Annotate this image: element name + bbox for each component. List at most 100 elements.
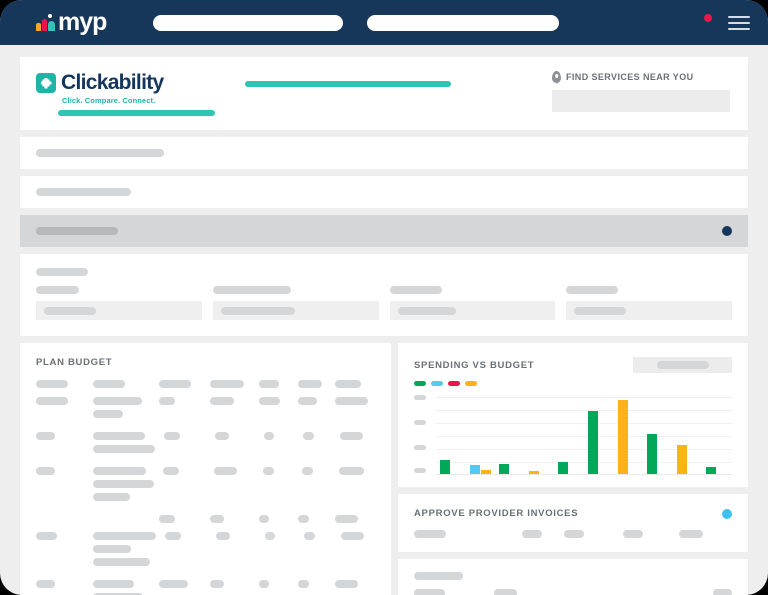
- bar-series-a: [647, 434, 658, 474]
- table-row[interactable]: [36, 532, 375, 571]
- top-navigation-bar: myp: [0, 0, 768, 45]
- chart-gridlines: [436, 395, 732, 475]
- spending-vs-budget-title: SPENDING VS BUDGET: [414, 359, 535, 371]
- chart-period-dropdown[interactable]: [633, 357, 732, 373]
- invoice-list-panel: [398, 559, 748, 595]
- table-row[interactable]: [36, 432, 375, 458]
- filter-field-3[interactable]: [389, 286, 556, 320]
- invoice-list-title: [414, 572, 463, 580]
- bar-series-b: [469, 465, 480, 474]
- myp-logo-icon: [36, 14, 55, 31]
- filter-field-4[interactable]: [566, 286, 732, 320]
- breadcrumb-strip: [20, 137, 748, 169]
- filter-value-3: [397, 306, 456, 315]
- bar-group-7[interactable]: [614, 400, 644, 474]
- brand-header-card: Clickability Click. Compare. Connect. FI…: [20, 57, 748, 130]
- plan-budget-table: [20, 368, 391, 595]
- chart-y-axis: [414, 395, 436, 475]
- brand-underline: [58, 110, 215, 116]
- page-title: [36, 188, 131, 196]
- plan-budget-title: PLAN BUDGET: [36, 357, 113, 368]
- bar-series-d: [676, 445, 687, 474]
- chart-legend: [414, 381, 732, 386]
- brand-tagline: Click. Compare. Connect.: [62, 96, 156, 105]
- table-row[interactable]: [36, 397, 375, 423]
- filter-value-2: [220, 306, 295, 315]
- status-dot: [722, 226, 732, 236]
- puzzle-piece-icon: [36, 73, 56, 93]
- y-tick-label: [414, 445, 426, 450]
- breadcrumb: [36, 149, 164, 157]
- bar-group-5[interactable]: [554, 462, 584, 474]
- filter-field-2[interactable]: [212, 286, 379, 320]
- find-services-input[interactable]: [552, 90, 730, 112]
- bar-series-a: [558, 462, 569, 474]
- bar-series-a: [706, 467, 717, 474]
- location-pin-icon: [552, 71, 561, 83]
- bar-group-8[interactable]: [643, 434, 673, 474]
- legend-swatch-series-d: [465, 381, 477, 386]
- avatar-icon[interactable]: [696, 14, 712, 30]
- approve-invoices-columns: [398, 519, 748, 552]
- nav-search-field-primary[interactable]: [153, 14, 344, 31]
- table-row[interactable]: [36, 580, 375, 595]
- bar-group-6[interactable]: [584, 411, 614, 474]
- invoice-list: [398, 559, 748, 595]
- clickability-brand: Clickability Click. Compare. Connect.: [36, 71, 221, 116]
- bar-group-3[interactable]: [495, 464, 525, 474]
- notification-badge: [704, 14, 712, 22]
- chart-plot-area: [414, 395, 732, 475]
- bar-series-a: [440, 460, 450, 474]
- brand-name: Clickability: [61, 71, 164, 94]
- selected-section-bar[interactable]: [20, 215, 748, 247]
- y-tick-label: [414, 468, 426, 473]
- bar-group-4[interactable]: [525, 471, 555, 474]
- spending-vs-budget-panel: SPENDING VS BUDGET: [398, 343, 748, 487]
- approve-provider-invoices-panel: APPROVE PROVIDER INVOICES: [398, 494, 748, 552]
- bar-series-d: [528, 471, 539, 474]
- filter-grid: [36, 286, 732, 320]
- filter-label-1: [36, 286, 79, 294]
- legend-swatch-series-c: [448, 381, 460, 386]
- filter-label-4: [566, 286, 619, 294]
- legend-swatch-series-b: [431, 381, 443, 386]
- status-dot: [722, 508, 732, 519]
- find-services-label: FIND SERVICES NEAR YOU: [566, 72, 694, 82]
- page-title-strip: [20, 176, 748, 208]
- nav-search-field-secondary[interactable]: [367, 14, 560, 31]
- bar-group-2[interactable]: [466, 465, 496, 474]
- bar-series-a: [587, 411, 598, 474]
- bar-group-1[interactable]: [436, 460, 466, 474]
- page-content: Clickability Click. Compare. Connect. FI…: [0, 57, 768, 595]
- table-row[interactable]: [36, 380, 375, 388]
- legend-swatch-series-a: [414, 381, 426, 386]
- filter-value-1: [44, 306, 96, 315]
- myp-logo-text: myp: [58, 8, 107, 36]
- filter-card: [20, 254, 748, 336]
- invoice-list-header: [414, 589, 732, 595]
- bar-group-10[interactable]: [702, 467, 732, 474]
- filter-field-1[interactable]: [36, 286, 202, 320]
- right-column: SPENDING VS BUDGET: [398, 343, 748, 595]
- filter-value-4: [574, 306, 627, 315]
- filter-label-2: [212, 286, 291, 294]
- table-row[interactable]: [36, 515, 375, 523]
- nav-actions: [696, 14, 750, 30]
- spending-chart: [398, 381, 748, 487]
- dashboard-columns: PLAN BUDGET: [0, 343, 768, 595]
- chart-bars: [436, 395, 732, 474]
- hamburger-menu-icon[interactable]: [728, 15, 750, 30]
- filter-group-title: [36, 268, 88, 276]
- left-column: PLAN BUDGET: [20, 343, 391, 595]
- filter-label-3: [389, 286, 442, 294]
- find-services-box: FIND SERVICES NEAR YOU: [552, 71, 730, 112]
- myp-logo[interactable]: myp: [36, 8, 107, 36]
- bar-group-9[interactable]: [673, 445, 703, 474]
- selected-section-label: [36, 227, 118, 235]
- bar-series-d: [617, 400, 628, 474]
- table-row[interactable]: [36, 467, 375, 506]
- bar-series-d: [480, 470, 491, 474]
- header-progress-bar: [245, 81, 451, 87]
- y-tick-label: [414, 420, 426, 425]
